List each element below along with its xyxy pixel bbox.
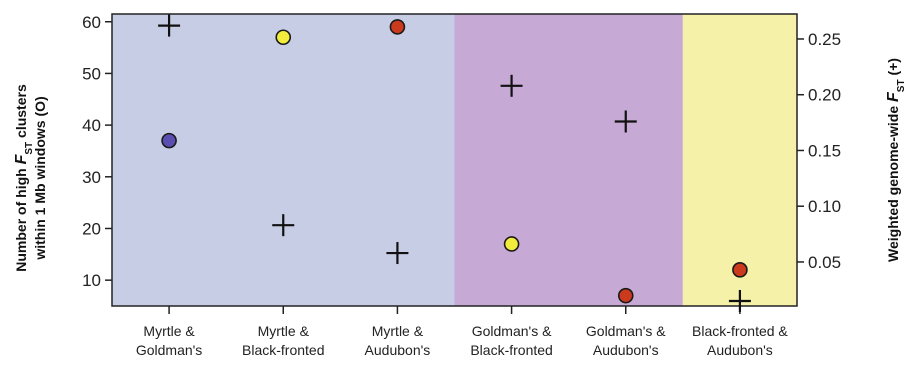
fst-point [386,242,409,265]
left-axis-title: Number of high FST clusters within 1 Mb w… [13,84,48,272]
plot-frame [111,13,798,307]
x-category-label: Myrtle & Goldman's [136,323,202,358]
left-tick-label: 40 [82,116,101,135]
x-category-label: Myrtle & Black-fronted [242,323,324,358]
cluster-count-point [503,236,520,252]
left-tick-label: 20 [82,219,101,238]
x-axis-ticks [168,306,741,314]
background-band [112,14,455,306]
left-tick-label: 30 [82,168,101,187]
x-category-label: Myrtle & Audubon's [365,323,431,358]
left-tick-label: 60 [82,13,101,32]
left-axis-ticks: 10 20 30 40 50 60 [82,13,112,290]
fst-point [272,214,295,237]
right-tick-label: 0.10 [808,197,841,216]
x-category-label: Black-fronted & Audubon's [692,323,788,358]
background-band [682,14,797,306]
cluster-count-series [161,19,748,304]
cluster-count-point [389,19,406,35]
x-category-label: Goldman's & Audubon's [586,323,666,358]
fst-series [158,14,751,312]
left-tick-label: 10 [82,271,101,290]
left-tick-label: 50 [82,64,101,83]
cluster-count-point [161,132,177,149]
right-tick-label: 0.15 [808,141,841,160]
cluster-count-point [617,287,634,304]
cluster-count-point [732,262,748,278]
right-tick-label: 0.05 [808,253,841,272]
right-axis-ticks: 0.05 0.10 0.15 0.20 0.25 [797,30,841,272]
right-tick-label: 0.25 [808,30,841,49]
background-bands [112,14,797,306]
fst-point [500,74,523,97]
fst-point [614,110,637,133]
right-tick-label: 0.20 [808,86,841,105]
cluster-count-point [275,29,292,46]
x-category-label: Goldman's & Black-fronted [470,323,552,358]
right-axis-title: Weighted genome-wide FST (+) [885,58,906,262]
fst-point [728,289,751,312]
x-axis-category-labels: Myrtle & Goldman's Myrtle & Black-fronted My… [136,323,789,358]
background-band [454,14,683,306]
fst-point [158,14,181,37]
